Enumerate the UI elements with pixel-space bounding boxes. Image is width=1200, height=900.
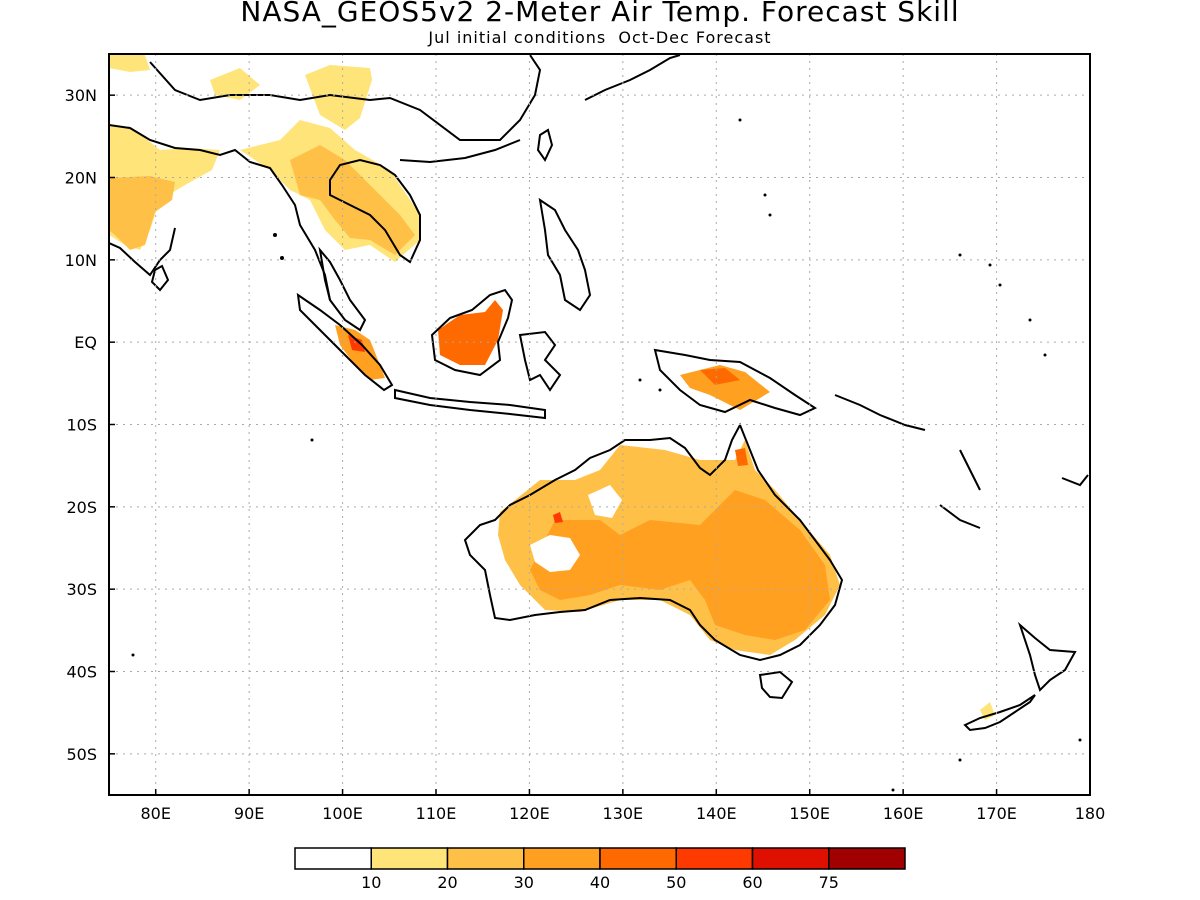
colorbar-label: 60 — [742, 873, 762, 892]
island-dot — [738, 118, 742, 122]
skill-region-new-guinea — [680, 365, 770, 410]
y-tick-label: EQ — [74, 333, 97, 352]
coastline-vanuatu — [959, 449, 981, 491]
y-tick-label: 30S — [66, 580, 97, 599]
y-axis-labels: 30N 20N 10N EQ 10S 20S 30S 40S 50S — [65, 86, 97, 764]
y-tick-label: 40S — [66, 663, 97, 682]
colorbar-swatch — [294, 847, 372, 870]
coastline-japan — [584, 54, 681, 101]
y-tick-label: 10N — [65, 251, 97, 270]
gridlines — [109, 54, 1090, 795]
y-tick-label: 10S — [66, 416, 97, 435]
island-dot — [310, 438, 314, 442]
coastline-new-zealand-north — [1017, 621, 1077, 692]
island-dot — [273, 233, 277, 237]
skill-region-himalaya — [109, 55, 150, 72]
colorbar-label: 50 — [666, 873, 686, 892]
y-tick-label: 20N — [65, 169, 97, 188]
coastline-sri-lanka — [150, 264, 170, 292]
skill-shading — [109, 55, 995, 720]
coastline-fiji — [1061, 474, 1089, 487]
skill-region-india-north — [109, 176, 175, 250]
colorbar-label: 20 — [437, 873, 457, 892]
coastline-indochina — [329, 158, 421, 264]
coastline-malay-peninsula — [318, 246, 367, 332]
skill-region-australia-core — [530, 490, 830, 640]
colorbar-swatch — [828, 847, 906, 870]
colorbar-label: 30 — [514, 873, 534, 892]
x-tick-label: 120E — [509, 804, 550, 823]
skill-region-australia-nw — [530, 535, 580, 572]
colorbar-label: 10 — [361, 873, 381, 892]
colorbar-swatch — [523, 847, 601, 870]
coastline-taiwan — [536, 128, 554, 162]
island-dot — [958, 758, 962, 762]
island-dot — [763, 193, 767, 197]
island-dot — [638, 378, 642, 382]
x-tick-label: 80E — [140, 804, 170, 823]
coastline-tasmania — [758, 670, 794, 700]
colorbar-label: 75 — [819, 873, 839, 892]
coastline-china — [149, 54, 542, 164]
skill-region-tibet-east — [305, 65, 372, 130]
island-dot — [768, 213, 772, 217]
colorbar-swatch — [675, 847, 754, 870]
coastline-new-guinea — [653, 348, 818, 417]
x-axis-labels: 80E 90E 100E 110E 120E 130E 140E 150E 160E 170E 18… — [140, 804, 1105, 823]
colorbar-label: 40 — [590, 873, 610, 892]
island-dot — [1043, 353, 1047, 357]
y-tick-label: 50S — [66, 745, 97, 764]
x-tick-label: 110E — [416, 804, 457, 823]
coastline-sumatra — [296, 292, 394, 392]
colorbar: 10 20 30 40 50 60 75 — [294, 847, 906, 892]
x-tick-label: 170E — [976, 804, 1017, 823]
coastline-india — [109, 124, 331, 301]
x-tick-label: 90E — [234, 804, 264, 823]
skill-region-australia-kimberley — [588, 485, 622, 518]
coastline-philippines — [538, 197, 592, 312]
coastline-borneo — [430, 288, 514, 377]
island-dot — [958, 253, 962, 257]
skill-region-sumatra-core — [348, 335, 365, 352]
coastlines — [109, 54, 1089, 732]
x-tick-label: 180 — [1075, 804, 1106, 823]
island-dot — [658, 388, 662, 392]
x-tick-label: 100E — [322, 804, 363, 823]
map-title: NASA_GEOS5v2 2-Meter Air Temp. Forecast … — [240, 0, 960, 28]
skill-region-australia-north-point — [735, 448, 748, 466]
x-tick-label: 160E — [883, 804, 924, 823]
skill-region-tibet — [210, 68, 260, 100]
coastline-solomon-islands — [834, 394, 926, 431]
axis-ticks — [109, 94, 1091, 795]
island-dot — [131, 653, 135, 657]
island-dot — [891, 788, 895, 792]
skill-region-borneo — [438, 300, 503, 365]
y-tick-label: 30N — [65, 86, 97, 105]
x-tick-label: 140E — [696, 804, 737, 823]
island-dot — [1028, 318, 1032, 322]
x-tick-label: 130E — [603, 804, 644, 823]
island-dot — [988, 263, 992, 267]
skill-region-australia-point — [553, 512, 563, 523]
coastline-australia — [463, 422, 844, 662]
skill-region-new-guinea-core — [700, 368, 740, 385]
skill-region-sumatra — [335, 325, 385, 380]
colorbar-swatch — [599, 847, 677, 870]
island-dot — [1078, 738, 1082, 742]
coastline-java — [394, 388, 546, 420]
island-dot — [280, 256, 284, 260]
colorbar-swatch — [370, 847, 449, 870]
coastline-new-zealand-south — [963, 694, 1036, 732]
islands — [131, 118, 1082, 792]
island-dot — [998, 283, 1002, 287]
y-tick-label: 20S — [66, 498, 97, 517]
map-subtitle: Jul initial conditions Oct-Dec Forecast — [428, 28, 772, 47]
coastline-new-caledonia — [939, 504, 981, 529]
colorbar-swatch — [751, 847, 830, 870]
coastline-sulawesi — [518, 330, 562, 392]
x-tick-label: 150E — [789, 804, 830, 823]
colorbar-swatch — [446, 847, 525, 870]
